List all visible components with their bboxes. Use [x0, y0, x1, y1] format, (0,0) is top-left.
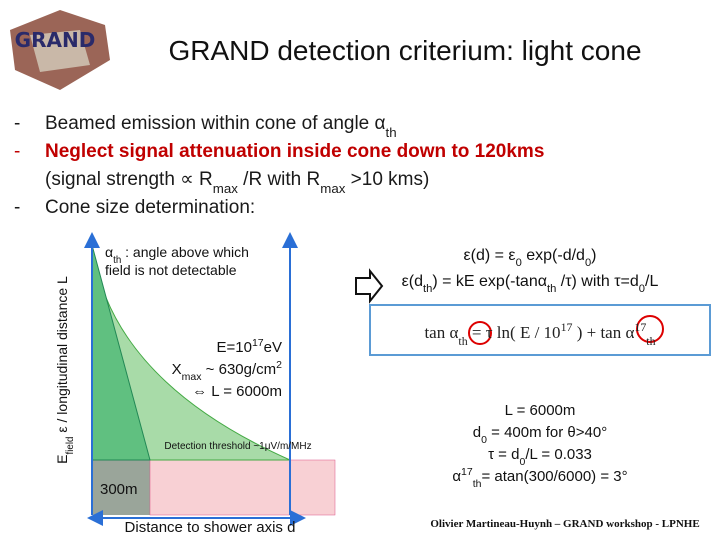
subscript: th	[386, 125, 397, 140]
rich-text: α17th= atan(300/6000) = 3°	[452, 466, 627, 490]
bullet-marker: -	[14, 197, 20, 218]
rich-text: Cone size determination:	[45, 197, 255, 218]
rich-text: Xmax ~ 630g/cm2	[172, 359, 283, 383]
subscript: max	[213, 181, 238, 196]
subscript: 0	[519, 456, 525, 468]
text-run: /R with R	[238, 169, 320, 190]
text-run: /τ) with τ=d	[556, 273, 638, 290]
text-run: ε(d	[402, 273, 423, 290]
rich-text: (signal strength ∝ Rmax /R with Rmax >10…	[45, 169, 429, 196]
rich-text: Efield ε / longitudinal distance L	[54, 276, 76, 464]
text-run: )	[591, 247, 596, 264]
rich-text: field is not detectable	[105, 262, 237, 278]
rich-text: L = 6000m	[505, 402, 576, 419]
rich-text: tan αth = τ ln( E / 1017 ) + tan α17th	[424, 320, 655, 348]
text-run: X	[172, 361, 182, 378]
footer: Olivier Martineau-Huynh – GRAND workshop…	[430, 518, 699, 530]
text-run: τ = d	[488, 446, 519, 463]
distance-label: 300m	[100, 481, 138, 498]
highlight-circle	[636, 315, 664, 343]
far-zone	[149, 459, 336, 516]
subscript: max	[182, 371, 203, 383]
subscript: max	[320, 181, 345, 196]
text-run: E	[54, 454, 70, 463]
text-run: ) + tan α	[572, 323, 634, 342]
text-run: field is not detectable	[105, 262, 237, 278]
subscript: th	[547, 283, 556, 295]
subscript: 0	[481, 434, 487, 446]
subscript: 0	[516, 257, 522, 269]
bullet-list: - Beamed emission within cone of angle αt…	[14, 113, 544, 218]
cone-diagram	[84, 232, 336, 526]
text-run: α	[452, 468, 461, 485]
logo-text: GRAND	[15, 28, 96, 52]
text-run: /L	[645, 273, 658, 290]
threshold-label: Detection threshold ~1μV/m/MHz	[164, 441, 311, 452]
rich-text: τ = d0/L = 0.033	[488, 446, 592, 468]
text-run: Beamed emission within cone of angle α	[45, 113, 386, 134]
bullet-marker: -	[14, 141, 20, 162]
near-zone	[92, 460, 150, 515]
text-run: Neglect signal attenuation inside cone d…	[45, 141, 544, 162]
subscript: 0	[585, 257, 591, 269]
rich-text: ε(dth) = kE exp(-tanαth /τ) with τ=d0/L	[402, 273, 659, 295]
text-run: ⇔ L = 6000m	[192, 383, 282, 400]
text-run: >10 kms)	[345, 169, 429, 190]
text-run: = 400m for θ>40°	[487, 424, 607, 441]
rich-text: Beamed emission within cone of angle αth	[45, 113, 397, 140]
text-run: L = 6000m	[505, 402, 576, 419]
highlight-circle	[468, 321, 492, 345]
subscript: 0	[639, 283, 645, 295]
slide-title: GRAND detection criterium: light cone	[168, 35, 641, 66]
x-axis-label: Distance to shower axis d	[125, 519, 296, 536]
right-text: ε(d) = ε0 exp(-d/d0)ε(dth) = kE exp(-tan…	[402, 247, 659, 490]
rich-text: ⇔ L = 6000m	[192, 383, 282, 400]
logo: GRAND	[10, 10, 110, 90]
subscript: th	[423, 283, 432, 295]
supscript: 17	[461, 466, 473, 478]
text-run: exp(-d/d	[522, 247, 585, 264]
arrow-icon	[355, 268, 384, 304]
text-run: ~ 630g/cm	[202, 361, 277, 378]
subscript: th	[646, 334, 655, 348]
text-run: ε(d) = ε	[464, 247, 516, 264]
text-run: /L = 0.033	[525, 446, 592, 463]
subscript: th	[113, 255, 121, 266]
rich-text: d0 = 400m for θ>40°	[473, 424, 607, 446]
supscript: 17	[252, 337, 264, 349]
subscript: field	[65, 437, 76, 455]
text-run: (signal strength ∝ R	[45, 169, 213, 190]
rich-text: E=1017eV	[217, 337, 283, 356]
rich-text: ε(d) = ε0 exp(-d/d0)	[464, 247, 597, 269]
subscript: th	[473, 478, 482, 490]
text-run: = atan(300/6000) = 3°	[482, 468, 628, 485]
supscript: 17	[634, 320, 646, 334]
text-run: ) = kE exp(-tanα	[432, 273, 547, 290]
text-run: : angle above which	[121, 244, 249, 260]
text-run: eV	[264, 339, 282, 356]
text-run: = τ ln( E / 10	[468, 323, 561, 342]
rich-text: αth : angle above which	[105, 244, 249, 266]
formula-box	[369, 304, 711, 356]
supscript: 17	[561, 320, 573, 334]
rich-text: Neglect signal attenuation inside cone d…	[45, 141, 544, 162]
supscript: 2	[276, 359, 282, 371]
text-run: d	[473, 424, 481, 441]
subscript: th	[458, 334, 467, 348]
text-run: Cone size determination:	[45, 197, 255, 218]
text-run: tan α	[424, 323, 458, 342]
text-run: E=10	[217, 339, 252, 356]
text-run: α	[105, 244, 113, 260]
bullet-marker: -	[14, 113, 20, 134]
text-run: ε / longitudinal distance L	[54, 276, 70, 437]
